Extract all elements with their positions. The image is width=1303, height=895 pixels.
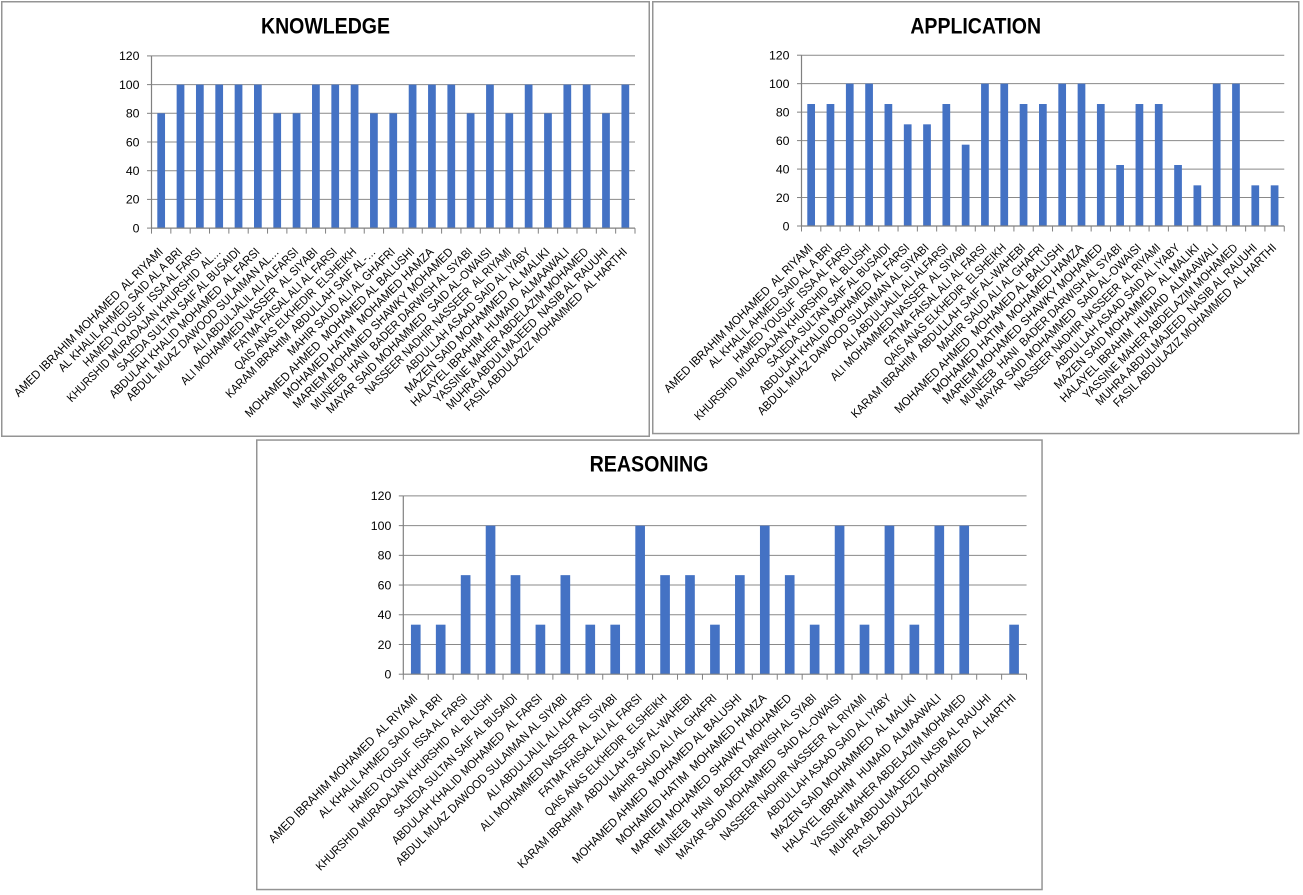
svg-text:120: 120 [119, 49, 140, 63]
svg-text:0: 0 [384, 668, 391, 682]
svg-text:0: 0 [783, 219, 790, 233]
svg-text:REASONING: REASONING [590, 452, 709, 477]
svg-text:20: 20 [776, 191, 790, 205]
svg-text:20: 20 [378, 638, 392, 652]
svg-text:40: 40 [126, 164, 140, 178]
svg-text:KNOWLEDGE: KNOWLEDGE [261, 14, 390, 39]
svg-text:0: 0 [133, 221, 140, 235]
svg-text:80: 80 [126, 107, 140, 121]
svg-text:40: 40 [776, 162, 790, 176]
svg-text:80: 80 [378, 549, 392, 563]
svg-text:100: 100 [371, 519, 392, 533]
svg-text:120: 120 [769, 49, 790, 63]
svg-text:60: 60 [126, 135, 140, 149]
svg-text:20: 20 [126, 193, 140, 207]
svg-text:60: 60 [776, 134, 790, 148]
svg-text:APPLICATION: APPLICATION [910, 14, 1041, 39]
svg-text:100: 100 [769, 77, 790, 91]
svg-text:120: 120 [371, 489, 392, 503]
svg-text:80: 80 [776, 105, 790, 119]
svg-text:60: 60 [378, 578, 392, 592]
svg-text:100: 100 [119, 78, 140, 92]
svg-text:40: 40 [378, 608, 392, 622]
